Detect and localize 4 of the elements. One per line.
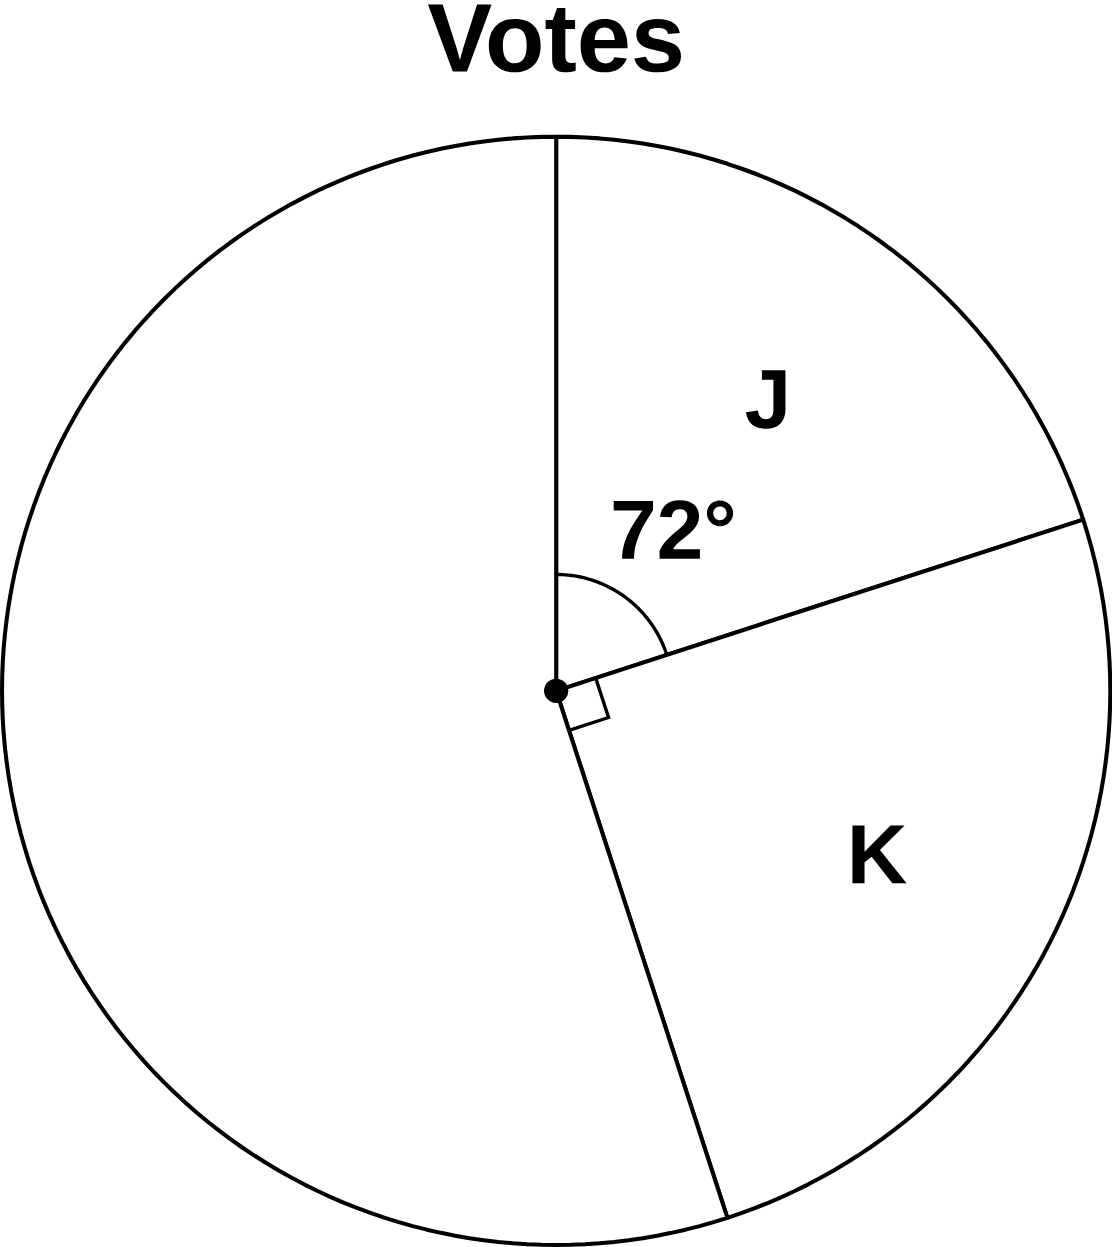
slice-label: K — [852, 825, 907, 884]
slice-label: J — [745, 370, 786, 429]
chart-title: Votes — [427, 4, 681, 73]
text: 72° — [613, 500, 733, 559]
